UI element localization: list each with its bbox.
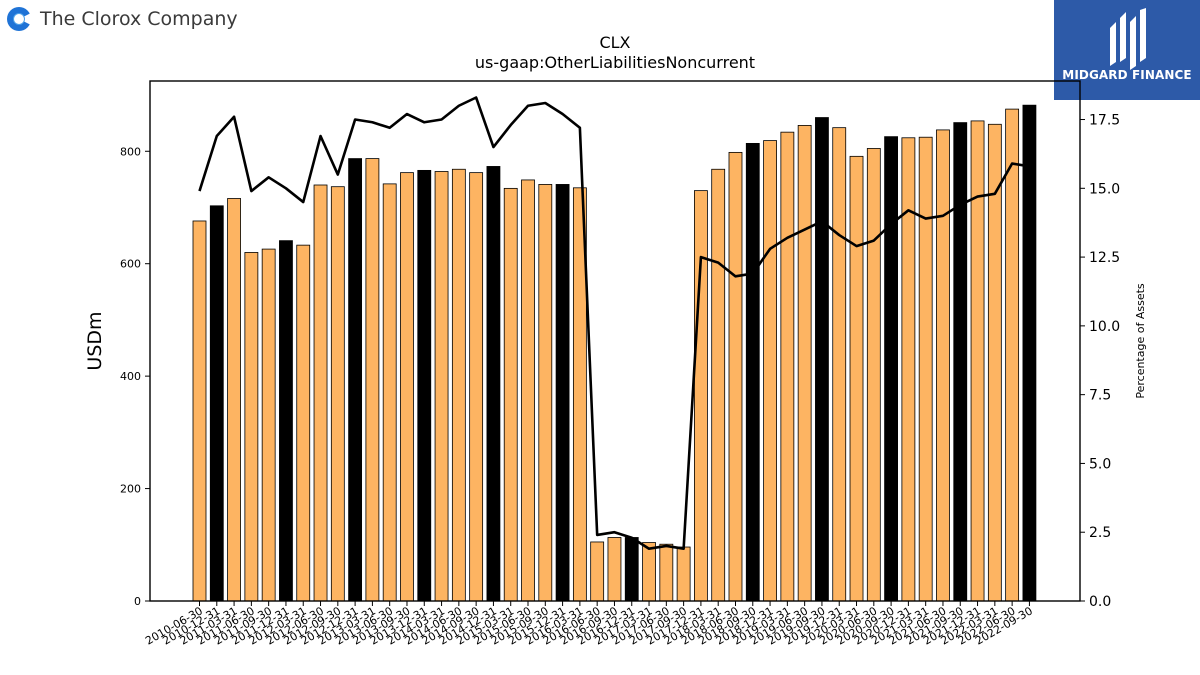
- y-tick-label: 600: [120, 258, 141, 271]
- y2-tick-label: 15.0: [1089, 181, 1120, 197]
- bar-2013-03-31: [365, 158, 380, 602]
- bar-2012-03-31: [296, 244, 311, 602]
- bar-2012-09-30: [330, 186, 345, 602]
- logo-bar-far-right: [1140, 8, 1146, 62]
- bar-2019-03-31: [780, 131, 795, 602]
- bar-2017-12-31: [694, 190, 708, 602]
- bar-2019-12-31: [832, 127, 847, 602]
- brand-name: MIDGARD FINANCE: [1062, 68, 1192, 82]
- y-tick-label: 200: [120, 483, 141, 496]
- bar-2011-06-30: [244, 252, 259, 602]
- bar-2016-09-30: [607, 537, 622, 602]
- bar-2015-09-30: [538, 184, 553, 602]
- logo-bar-right: [1130, 16, 1136, 70]
- bar-2021-12-31: [970, 120, 985, 602]
- bar-2014-12-31: [486, 166, 501, 602]
- bar-2019-06-30: [797, 125, 812, 602]
- bar-2012-12-31: [348, 158, 363, 602]
- company-header: The Clorox Company: [6, 4, 238, 34]
- logo-bar-mid: [1120, 12, 1126, 62]
- y2-tick-label: 17.5: [1089, 113, 1120, 129]
- bar-2021-03-31: [918, 136, 933, 602]
- y2-tick-label: 5.0: [1089, 456, 1111, 472]
- bar-2011-09-30: [261, 248, 276, 602]
- y-tick-label: 800: [120, 145, 141, 158]
- brand-badge: MIDGARD FINANCE: [1054, 0, 1200, 100]
- bar-2018-09-30: [745, 142, 760, 602]
- y-tick-label: 400: [120, 370, 141, 383]
- y-axis-ticks: 0 200 400 600 800: [120, 145, 150, 608]
- percent-line: [198, 96, 1030, 551]
- y2-tick-label: 2.5: [1089, 525, 1111, 541]
- bar-2010-12-31: [209, 205, 224, 602]
- bar-2022-06-30: [1005, 108, 1020, 602]
- bar-2011-03-31: [227, 198, 241, 602]
- bar-2018-03-31: [711, 168, 726, 602]
- chart-title: CLX: [599, 33, 630, 52]
- bar-2019-09-30: [815, 117, 829, 602]
- plot-frame: [149, 80, 1081, 602]
- bar-2011-12-31: [279, 240, 293, 602]
- bar-2013-06-30: [382, 183, 397, 602]
- bar-2016-12-31: [624, 537, 639, 602]
- bar-2014-06-30: [451, 168, 466, 602]
- bar-2012-06-30: [313, 184, 328, 602]
- bar-2014-03-31: [434, 171, 449, 602]
- bar-2015-06-30: [521, 179, 535, 602]
- bar-2017-09-30: [676, 546, 691, 602]
- bar-2021-09-30: [953, 122, 968, 602]
- bar-2022-09-30: [1022, 104, 1037, 602]
- bar-2021-06-30: [936, 129, 950, 602]
- bar-2017-03-31: [642, 542, 656, 602]
- bar-2015-12-31: [555, 184, 570, 602]
- bar-2020-06-30: [866, 148, 881, 602]
- logo-bar-left: [1110, 22, 1116, 66]
- bar-2020-09-30: [884, 136, 898, 602]
- bar-2020-03-31: [849, 155, 864, 602]
- y2-tick-label: 0.0: [1089, 594, 1111, 610]
- company-name: The Clorox Company: [40, 8, 238, 30]
- bar-2018-12-31: [763, 140, 777, 602]
- clorox-logo-icon: [7, 7, 31, 31]
- percent-line-layer: [198, 96, 1030, 551]
- y2-axis-ticks: 0.0 2.5 5.0 7.5 10.0 12.5 15.0 17.5: [1080, 113, 1120, 610]
- bar-2018-06-30: [728, 151, 743, 602]
- bar-2016-06-30: [590, 541, 605, 602]
- y-tick-label: 0: [134, 595, 141, 608]
- y2-tick-label: 7.5: [1089, 388, 1111, 404]
- y-axis-label: USDm: [84, 311, 106, 370]
- bar-2013-12-31: [417, 169, 432, 602]
- y2-tick-label: 12.5: [1089, 250, 1120, 266]
- chart-subtitle: us-gaap:OtherLiabilitiesNoncurrent: [475, 53, 755, 72]
- x-axis-ticks: 2010-06-302010-12-312011-03-312011-06-30…: [143, 601, 1035, 648]
- bar-2020-12-31: [901, 137, 916, 602]
- bars-layer: [192, 104, 1037, 602]
- bar-2017-06-30: [659, 543, 674, 602]
- bar-2014-09-30: [469, 172, 484, 602]
- y2-tick-label: 10.0: [1089, 319, 1120, 335]
- y2-axis-label: Percentage of Assets: [1134, 283, 1147, 399]
- bar-2010-06-30: [192, 220, 207, 602]
- logo-center: [13, 13, 25, 25]
- midgard-logo-icon: [1110, 8, 1146, 70]
- bar-2013-09-30: [400, 172, 414, 602]
- bar-2015-03-31: [503, 187, 518, 602]
